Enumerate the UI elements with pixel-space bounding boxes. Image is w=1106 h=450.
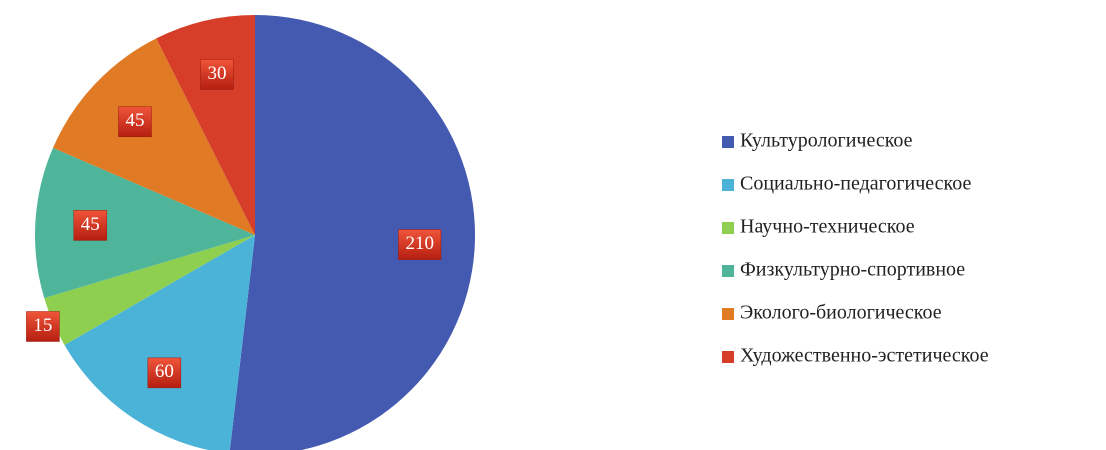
legend-label: Эколого-биологическое xyxy=(740,302,942,324)
pie-slice xyxy=(64,235,255,450)
data-label: 45 xyxy=(125,110,144,131)
legend-swatch xyxy=(722,222,734,234)
legend-label: Художественно-эстетическое xyxy=(740,345,989,367)
data-label: 60 xyxy=(155,361,174,382)
legend-label: Научно-техническое xyxy=(740,216,915,238)
legend-swatch xyxy=(722,308,734,320)
legend-label: Социально-педагогическое xyxy=(740,173,972,195)
pie-slice xyxy=(44,235,255,345)
data-label-box xyxy=(398,229,442,260)
data-label-box xyxy=(200,59,234,90)
data-label: 15 xyxy=(33,315,52,336)
pie-slice xyxy=(34,147,255,299)
legend-swatch xyxy=(722,179,734,191)
pie-slice xyxy=(229,15,476,450)
data-label-box xyxy=(118,106,152,138)
legend-label: Физкультурно-спортивное xyxy=(740,259,965,281)
data-label-box xyxy=(73,210,108,241)
data-label: 210 xyxy=(405,233,434,254)
data-label: 30 xyxy=(207,63,226,84)
pie-slice xyxy=(52,38,255,235)
legend-label: Культурологическое xyxy=(740,130,913,152)
legend-swatch xyxy=(722,351,734,363)
data-label: 45 xyxy=(81,214,100,235)
legend-swatch xyxy=(722,136,734,148)
legend-swatch xyxy=(722,265,734,277)
data-label-box xyxy=(147,357,182,389)
data-label-box xyxy=(26,311,60,342)
